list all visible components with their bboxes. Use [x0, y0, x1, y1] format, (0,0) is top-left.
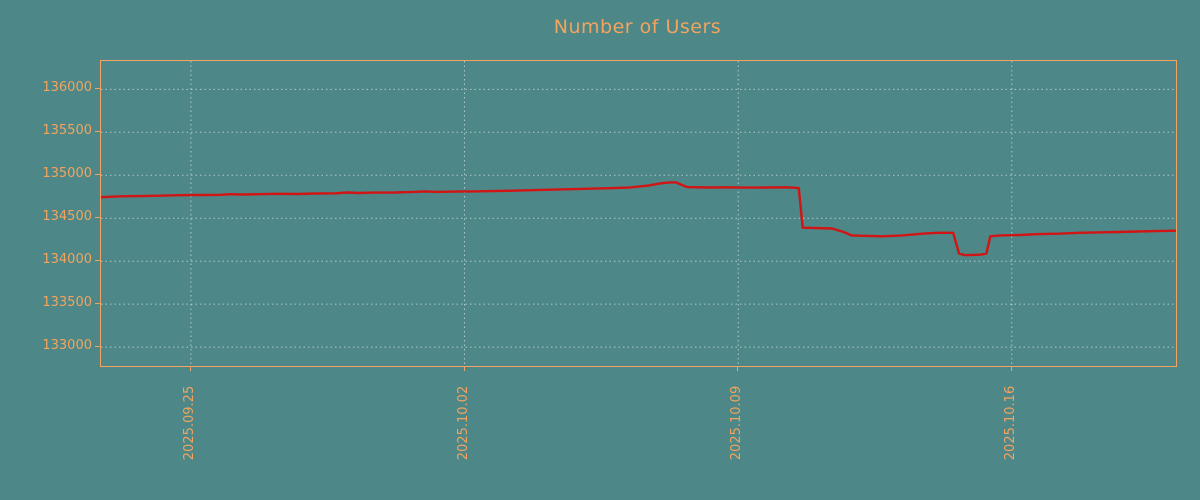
plot-canvas [101, 61, 1176, 366]
y-tick-label: 133000 [42, 338, 92, 354]
y-tick-mark [95, 346, 100, 348]
y-tick-mark [95, 88, 100, 90]
y-tick-label: 135000 [42, 166, 92, 182]
y-tick-label: 136000 [42, 80, 92, 96]
y-tick-mark [95, 260, 100, 262]
y-tick-label: 135500 [42, 123, 92, 139]
x-tick-label: 2025.09.25 [181, 385, 197, 461]
y-tick-mark [95, 131, 100, 133]
x-tick-mark [1010, 366, 1012, 371]
x-tick-label: 2025.10.16 [1002, 385, 1018, 461]
y-tick-mark [95, 217, 100, 219]
y-tick-label: 134000 [42, 252, 92, 268]
y-tick-label: 133500 [42, 295, 92, 311]
users-line-series [101, 181, 1176, 257]
x-tick-mark [463, 366, 465, 371]
x-tick-mark [189, 366, 191, 371]
y-tick-label: 134500 [42, 209, 92, 225]
x-tick-label: 2025.10.02 [455, 385, 471, 461]
chart-title: Number of Users [553, 16, 722, 38]
y-tick-mark [95, 303, 100, 305]
x-tick-label: 2025.10.09 [729, 385, 745, 461]
x-tick-mark [737, 366, 739, 371]
y-tick-mark [95, 174, 100, 176]
plot-area [100, 60, 1177, 367]
